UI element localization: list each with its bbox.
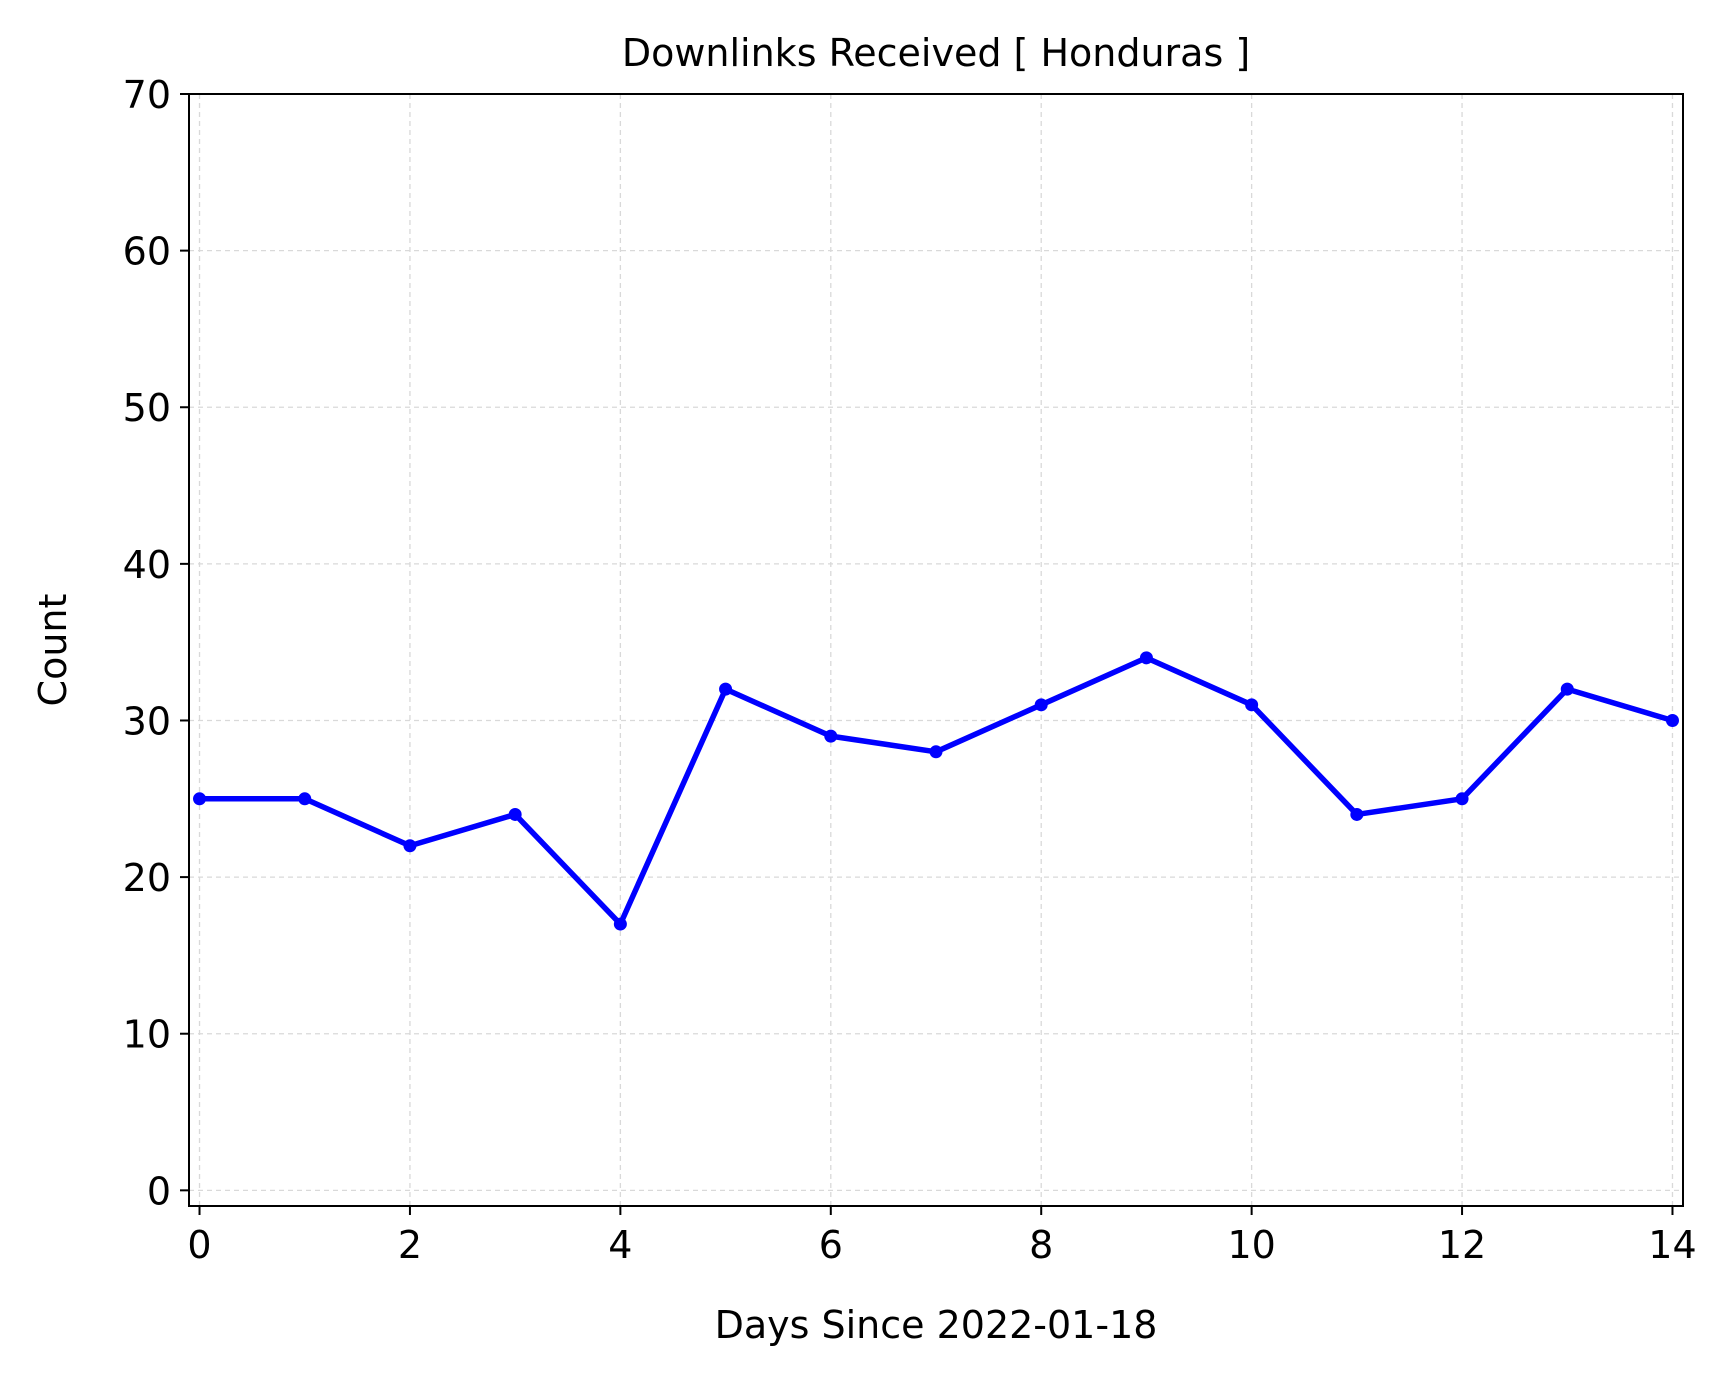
data-point (1455, 792, 1469, 806)
x-tick-label: 4 (608, 1223, 632, 1267)
series-layer (193, 651, 1679, 931)
data-point (1665, 713, 1679, 727)
x-tick-label: 6 (819, 1223, 843, 1267)
y-tick-label: 40 (123, 543, 171, 587)
y-axis-label: Count (31, 594, 75, 707)
y-tick-label: 70 (123, 73, 171, 117)
data-point (1560, 682, 1574, 696)
x-tick-label: 0 (187, 1223, 211, 1267)
data-point (1139, 651, 1153, 665)
x-tick-label: 2 (398, 1223, 422, 1267)
y-tick-label: 0 (147, 1169, 171, 1213)
y-tick-label: 20 (123, 856, 171, 900)
data-point (298, 792, 312, 806)
data-point (1350, 807, 1364, 821)
data-point (508, 807, 522, 821)
data-point (719, 682, 733, 696)
data-point (193, 792, 207, 806)
chart-title: Downlinks Received [ Honduras ] (622, 31, 1250, 75)
x-tick-label: 10 (1227, 1223, 1275, 1267)
y-tick-label: 50 (123, 386, 171, 430)
x-axis-label: Days Since 2022-01-18 (715, 1303, 1158, 1347)
data-point (613, 917, 627, 931)
data-point (824, 729, 838, 743)
ticks: 0 2 4 6 8 10 12 14 0 10 20 30 40 50 60 70 (123, 73, 1697, 1267)
y-tick-label: 30 (123, 699, 171, 743)
y-tick-label: 10 (123, 1013, 171, 1057)
x-tick-label: 14 (1648, 1223, 1696, 1267)
data-point (929, 745, 943, 759)
plot-frame (188, 93, 1684, 1207)
y-tick-label: 60 (123, 230, 171, 274)
x-tick-label: 12 (1438, 1223, 1486, 1267)
data-point (1245, 698, 1259, 712)
data-point (1034, 698, 1048, 712)
data-point (403, 839, 417, 853)
x-tick-label: 8 (1029, 1223, 1053, 1267)
